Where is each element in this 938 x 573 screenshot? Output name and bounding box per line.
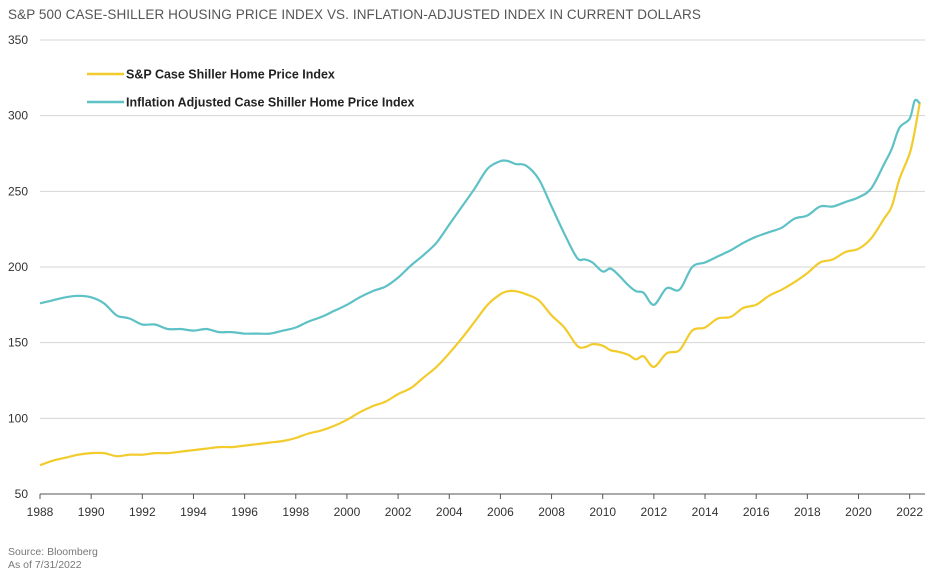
- y-tick-label: 250: [8, 184, 28, 198]
- y-tick-label: 300: [8, 109, 28, 123]
- x-tick-label: 2002: [385, 505, 412, 519]
- x-tick-label: 2000: [334, 505, 361, 519]
- y-tick-label: 100: [8, 411, 28, 425]
- x-tick-label: 2006: [487, 505, 514, 519]
- x-tick-label: 2022: [896, 505, 923, 519]
- legend: S&P Case Shiller Home Price Index Inflati…: [87, 68, 415, 110]
- axes: 50 100 150 200 250 300 350 1988 1990 1992 1994 1996…: [8, 33, 925, 519]
- x-tick-label: 1994: [180, 505, 207, 519]
- series-lines: [39, 98, 921, 467]
- x-tick-label: 2004: [436, 505, 463, 519]
- as-of-note: As of 7/31/2022: [8, 559, 82, 571]
- x-tick-label: 2012: [641, 505, 668, 519]
- x-tick-label: 2010: [589, 505, 616, 519]
- y-tick-label: 50: [15, 487, 29, 501]
- y-tick-label: 150: [8, 336, 28, 350]
- series-line-case-shiller: [39, 101, 921, 467]
- x-tick-label: 1992: [129, 505, 156, 519]
- x-tick-label: 2016: [743, 505, 770, 519]
- x-tick-label: 1988: [27, 505, 54, 519]
- gridlines: [40, 39, 925, 419]
- chart-title: S&P 500 CASE-SHILLER HOUSING PRICE INDEX…: [8, 7, 701, 22]
- source-note: Source: Bloomberg: [8, 546, 98, 558]
- series-line-inflation-adjusted: [39, 98, 921, 335]
- x-tick-label: 1998: [282, 505, 309, 519]
- x-tick-label: 2018: [794, 505, 821, 519]
- x-tick-label: 2020: [845, 505, 872, 519]
- x-tick-label: 1990: [78, 505, 105, 519]
- x-tick-label: 1996: [231, 505, 258, 519]
- y-tick-label: 200: [8, 260, 28, 274]
- y-tick-label: 350: [8, 33, 28, 47]
- x-tick-label: 2014: [692, 505, 719, 519]
- legend-label: S&P Case Shiller Home Price Index: [126, 68, 335, 82]
- x-tick-label: 2008: [538, 505, 565, 519]
- legend-label: Inflation Adjusted Case Shiller Home Pri…: [126, 96, 415, 110]
